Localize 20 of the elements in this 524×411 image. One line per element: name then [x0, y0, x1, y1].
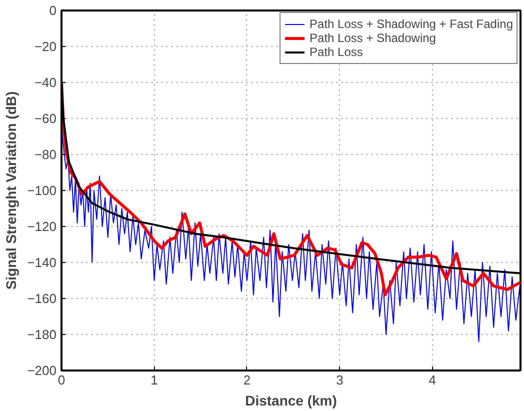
- x-tick-label: 3: [336, 372, 344, 388]
- x-tick-label: 4: [428, 372, 436, 388]
- x-tick-label: 1: [150, 372, 158, 388]
- y-tick-label: −120: [27, 219, 57, 234]
- x-tick-label: 2: [243, 372, 251, 388]
- y-tick-label: −40: [34, 75, 57, 90]
- legend-label: Path Loss: [310, 45, 363, 59]
- y-tick-label: −200: [27, 363, 57, 378]
- y-axis-title: Signal Strenght Variation (dB): [3, 91, 20, 290]
- legend-label: Path Loss + Shadowing + Fast Fading: [310, 17, 513, 31]
- y-tick-label: −20: [34, 39, 57, 54]
- y-tick-label: −60: [34, 111, 57, 126]
- y-tick-label: 0: [49, 3, 57, 18]
- y-tick-label: −100: [27, 183, 57, 198]
- x-axis-title: Distance (km): [245, 392, 337, 408]
- y-tick-label: −160: [27, 291, 57, 306]
- y-tick-label: −180: [27, 327, 57, 342]
- y-tick-label: −80: [34, 147, 57, 162]
- y-tick-label: −140: [27, 255, 57, 270]
- legend-label: Path Loss + Shadowing: [310, 31, 436, 45]
